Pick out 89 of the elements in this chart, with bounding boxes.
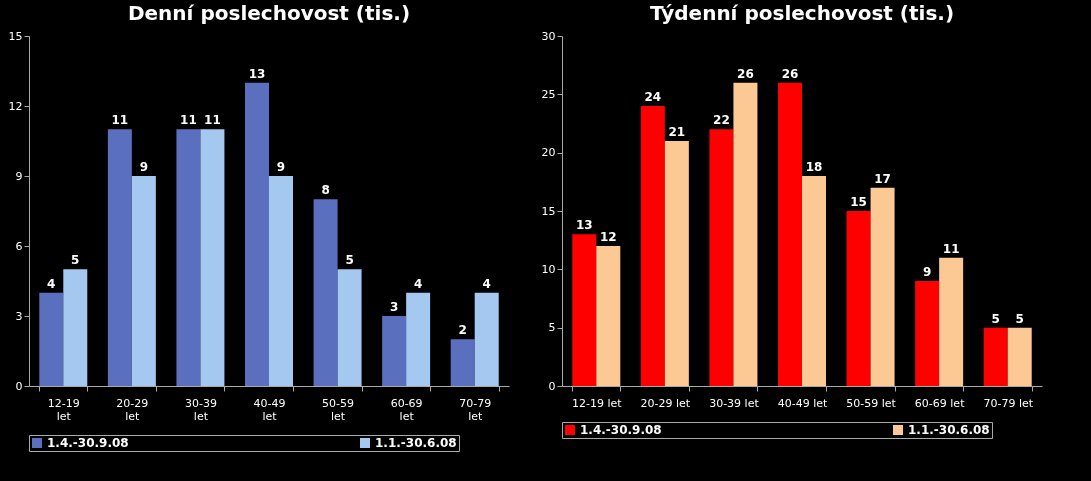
y-tick-label: 15: [541, 204, 556, 218]
data-label: 13: [575, 218, 593, 233]
data-label: 2: [458, 323, 467, 338]
data-label: 9: [922, 265, 932, 279]
data-label: 5: [71, 253, 80, 268]
data-label: 5: [1015, 311, 1024, 326]
bar: [709, 129, 734, 386]
legend-label: 1.4.-30.9.08: [47, 436, 129, 450]
chart-title: Denní poslechovost (tis.): [127, 1, 411, 25]
bar: [640, 106, 665, 386]
bar: [131, 176, 156, 386]
bar: [382, 316, 407, 386]
data-label: 12: [599, 230, 617, 244]
y-tick-label: 15: [8, 29, 23, 43]
bar: [778, 82, 802, 386]
data-label: 24: [644, 90, 662, 104]
y-tick-label: 6: [15, 239, 23, 253]
bar: [39, 292, 64, 386]
legend-label: 1.4.-30.9.08: [580, 423, 662, 437]
x-tick-label: 50-59 let: [846, 396, 897, 410]
bar: [450, 339, 475, 386]
bar: [846, 211, 871, 386]
x-tick-label: 60-69 let: [914, 396, 966, 410]
data-label: 9: [276, 160, 286, 174]
y-tick-label: 20: [541, 146, 556, 160]
x-tick-label: 40-49 let: [777, 396, 828, 410]
data-label: 21: [668, 125, 686, 139]
x-tick-label: 20-29 let: [640, 396, 691, 410]
data-label: 15: [850, 195, 867, 209]
x-tick-label: 60-69 let: [390, 396, 423, 423]
chart-title: Týdenní poslechovost (tis.): [649, 1, 955, 25]
y-tick-label: 3: [15, 309, 23, 323]
bar: [939, 257, 964, 386]
data-label: 11: [180, 113, 197, 128]
data-label: 18: [805, 160, 823, 174]
bar: [1007, 327, 1032, 386]
bar: [915, 281, 940, 386]
y-tick-label: 10: [541, 262, 556, 276]
x-tick-label: 70-79 let: [983, 396, 1034, 410]
bar: [245, 82, 269, 386]
data-label: 5: [991, 311, 1000, 326]
y-tick-label: 0: [15, 379, 23, 393]
data-label: 26: [737, 66, 754, 81]
bar: [802, 176, 826, 386]
x-tick-label: 30-39 let: [184, 396, 217, 423]
y-tick-label: 9: [15, 169, 23, 183]
bar: [406, 292, 431, 386]
bar: [572, 234, 597, 386]
x-tick-label: 40-49 let: [253, 396, 286, 423]
data-label: 26: [781, 66, 799, 81]
bar: [664, 141, 689, 386]
bar: [107, 129, 132, 386]
y-tick-label: 30: [541, 29, 556, 43]
data-label: 5: [345, 253, 354, 268]
y-tick-label: 25: [541, 87, 556, 101]
data-label: 13: [248, 66, 266, 81]
x-tick-label: 50-59 let: [322, 396, 355, 423]
data-label: 11: [942, 241, 960, 256]
data-label: 17: [874, 171, 891, 186]
x-tick-label: 12-19 let: [47, 396, 80, 423]
data-label: 4: [482, 276, 491, 291]
data-label: 22: [713, 113, 730, 128]
x-tick-label: 30-39 let: [709, 396, 760, 410]
bar: [733, 82, 758, 386]
data-label: 4: [47, 276, 56, 291]
legend-label: 1.1.-30.6.08: [908, 423, 990, 437]
x-tick-label: 20-29 let: [116, 396, 149, 423]
data-label: 9: [139, 160, 149, 174]
bar: [474, 292, 499, 386]
data-label: 3: [389, 300, 399, 314]
bar: [596, 246, 621, 386]
bar: [337, 269, 362, 386]
bar: [983, 327, 1008, 386]
y-tick-label: 5: [548, 321, 556, 335]
data-label: 4: [413, 276, 423, 291]
bar: [63, 269, 88, 386]
legend-label: 1.1.-30.6.08: [375, 436, 457, 450]
x-tick-label: 12-19 let: [571, 396, 623, 410]
data-label: 8: [321, 183, 330, 198]
bar: [269, 176, 293, 386]
bar: [200, 129, 225, 386]
bar: [870, 187, 895, 386]
y-tick-label: 12: [8, 99, 23, 113]
data-label: 11: [204, 113, 221, 128]
bar: [313, 199, 338, 386]
y-tick-label: 0: [548, 379, 556, 393]
data-label: 11: [111, 113, 129, 128]
bar: [176, 129, 201, 386]
x-tick-label: 70-79 let: [459, 396, 492, 423]
